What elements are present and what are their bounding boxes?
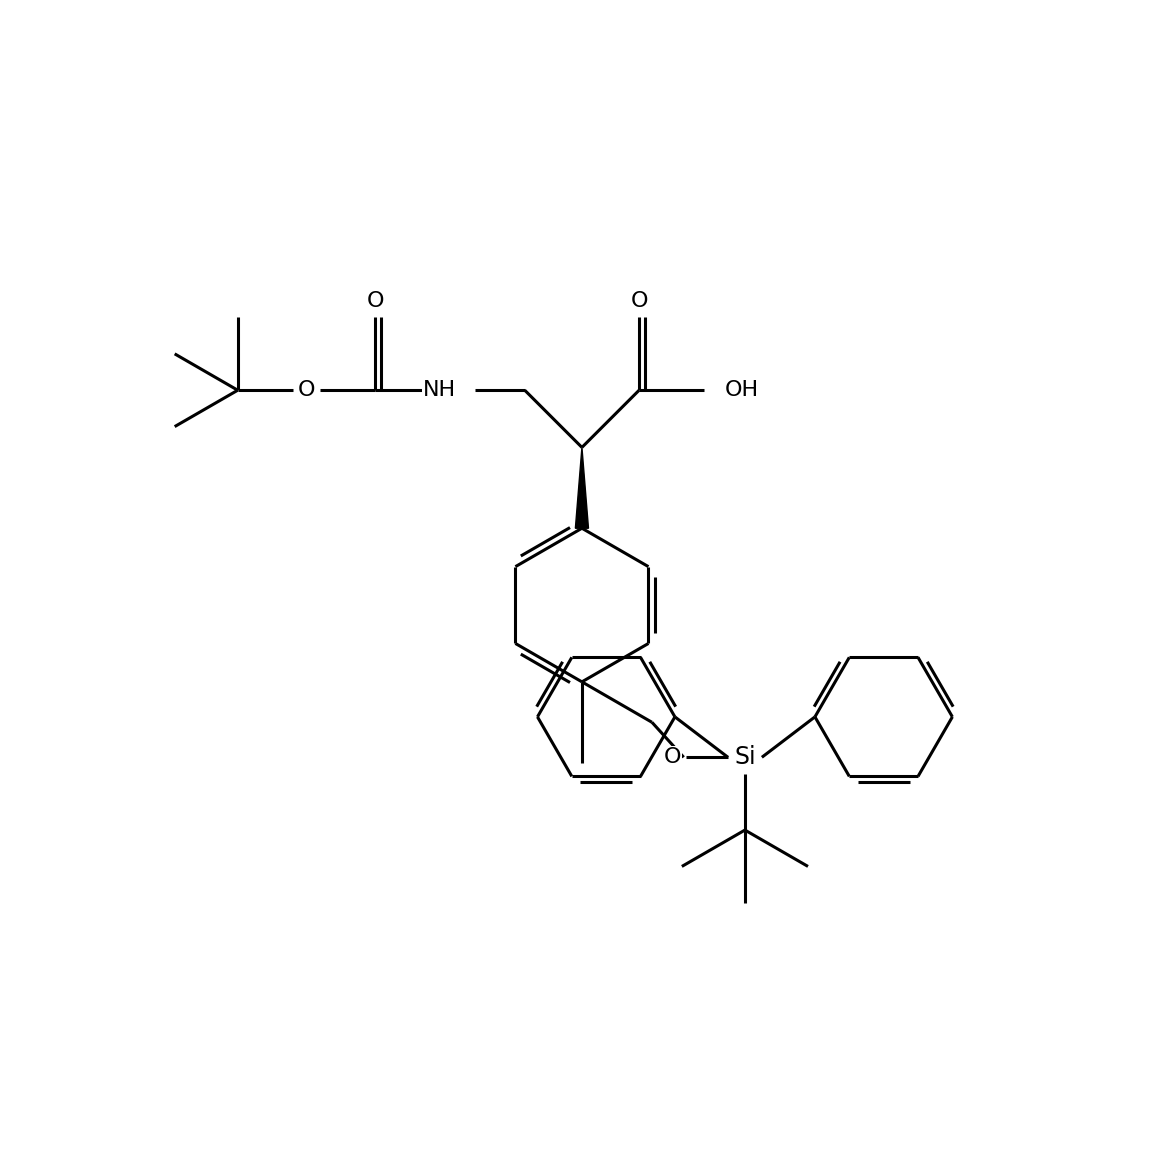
Text: O: O <box>366 290 384 311</box>
Text: Si: Si <box>734 745 756 769</box>
Text: NH: NH <box>423 380 456 400</box>
Text: O: O <box>664 747 681 767</box>
Polygon shape <box>575 448 589 528</box>
Text: O: O <box>630 290 647 311</box>
Text: OH: OH <box>725 380 759 400</box>
Text: O: O <box>297 380 316 400</box>
